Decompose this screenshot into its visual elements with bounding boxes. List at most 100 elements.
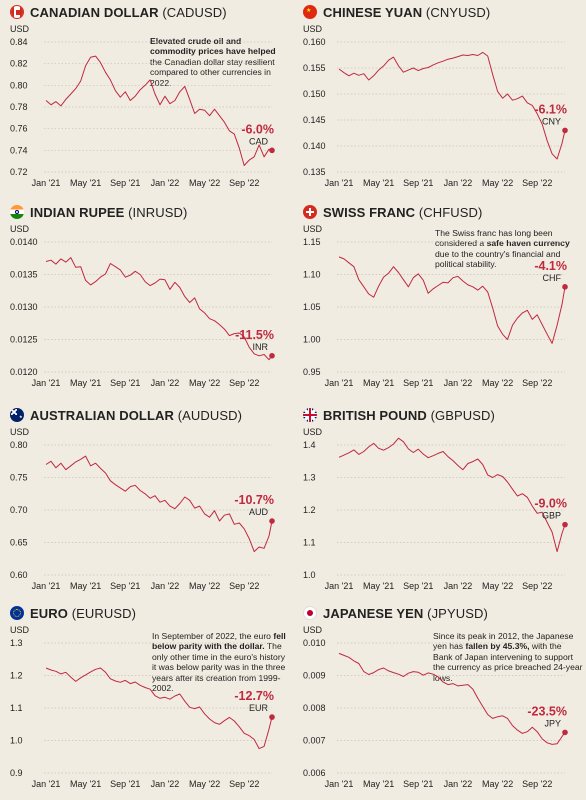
jpy-header: JAPANESE YEN (JPYUSD) [303, 603, 488, 623]
cad-ytick-label: 0.82 [10, 59, 28, 69]
aud-xtick-label: Jan '21 [32, 581, 61, 591]
china-flag-icon: ★ [303, 5, 317, 19]
jpy-series-line [338, 652, 566, 745]
cad-end-point [269, 147, 275, 154]
cny-xtick-label: Sep '21 [403, 178, 433, 188]
aud-ytick-label: 0.75 [10, 473, 28, 483]
cad-xtick-label: Jan '22 [151, 178, 180, 188]
gbp-xtick-label: May '21 [363, 581, 394, 591]
inr-xtick-label: Sep '22 [229, 378, 259, 388]
jpy-ytick-label: 0.008 [303, 703, 326, 713]
jpy-xtick-label: Jan '21 [325, 779, 354, 789]
inr-change-label: -11.5% [235, 328, 274, 342]
jpy-xtick-label: Sep '21 [403, 779, 433, 789]
eur-xtick-label: Sep '22 [229, 779, 259, 789]
aud-ticker: (AUDUSD) [177, 407, 243, 423]
aud-panel: ★ AUSTRALIAN DOLLAR (AUDUSD) USD 0.80 0.75… [10, 405, 293, 601]
australia-flag-icon: ★ [10, 408, 24, 422]
cad-ytick-label: 0.80 [10, 80, 28, 90]
cad-change-label: -6.0% [241, 122, 274, 136]
gbp-code-label: GBP [542, 511, 561, 521]
aud-chart: USD 0.80 0.75 0.70 0.65 0.60 Jan '21 May '21 Sep… [10, 427, 275, 591]
aud-code-label: AUD [249, 507, 269, 517]
chf-title: SWISS FRANC (CHFUSD) [323, 205, 482, 220]
inr-ytick-label: 0.0120 [10, 367, 38, 377]
gbp-ticker: (GBPUSD) [430, 407, 495, 423]
gbp-xtick-label: Sep '22 [522, 581, 552, 591]
cny-ylabel: USD [303, 24, 323, 34]
aud-ylabel: USD [10, 427, 30, 437]
gbp-chart: USD 1.4 1.3 1.2 1.1 1.0 Jan '21 May '21 Sep '21 J… [303, 427, 568, 591]
jpy-xtick-label: May '22 [482, 779, 513, 789]
eur-panel: EURO (EURUSD) In September of 2022, the … [10, 603, 293, 799]
jpy-annotation-text-1: fallen by 45.3%, [465, 641, 530, 652]
inr-xtick-label: May '21 [70, 378, 101, 388]
chf-ytick-label: 1.00 [303, 335, 321, 345]
aud-ytick-label: 0.65 [10, 538, 28, 548]
cny-panel: ★ CHINESE YUAN (CNYUSD) USD 0.160 0.155 0.1… [303, 2, 586, 198]
cad-header: CANADIAN DOLLAR (CADUSD) [10, 2, 227, 22]
chf-xtick-label: Sep '21 [403, 378, 433, 388]
jpy-title: JAPANESE YEN (JPYUSD) [323, 606, 488, 621]
cny-ytick-label: 0.140 [303, 141, 326, 151]
cad-ytick-label: 0.74 [10, 145, 28, 155]
jpy-xtick-label: Jan '22 [444, 779, 473, 789]
eur-ytick-label: 0.9 [10, 768, 23, 778]
cny-xtick-label: May '22 [482, 178, 513, 188]
chf-ytick-label: 1.10 [303, 270, 321, 280]
chf-end-point [562, 284, 568, 290]
cad-ticker: (CADUSD) [162, 4, 227, 20]
gbp-title-text: BRITISH POUND [323, 407, 427, 423]
eur-xtick-label: May '21 [70, 779, 101, 789]
cny-header: ★ CHINESE YUAN (CNYUSD) [303, 2, 490, 22]
chf-title-text: SWISS FRANC [323, 204, 416, 220]
cad-annotation-text-1: the Canadian dollar stay resilient compa… [150, 56, 275, 88]
eur-series-line [45, 667, 273, 750]
inr-ytick-label: 0.0130 [10, 302, 38, 312]
eur-code-label: EUR [249, 703, 269, 713]
gbp-xtick-label: May '22 [482, 581, 513, 591]
gbp-xtick-label: Sep '21 [403, 581, 433, 591]
gbp-end-point [562, 521, 568, 528]
inr-series-line [45, 257, 273, 361]
chf-xtick-label: Jan '22 [444, 378, 473, 388]
aud-title-text: AUSTRALIAN DOLLAR [30, 407, 174, 423]
eur-xtick-label: Jan '22 [151, 779, 180, 789]
cad-code-label: CAD [249, 136, 269, 146]
inr-xtick-label: May '22 [189, 378, 220, 388]
gbp-ytick-label: 1.3 [303, 473, 316, 483]
aud-xtick-label: Sep '22 [229, 581, 259, 591]
chf-xtick-label: May '22 [482, 378, 513, 388]
eur-header: EURO (EURUSD) [10, 603, 136, 623]
jpy-annotation-text-0: Since its peak in 2012, the Japanese yen… [433, 631, 574, 652]
gbp-ytick-label: 1.0 [303, 570, 316, 580]
eur-end-point [269, 714, 275, 720]
eur-ytick-label: 1.0 [10, 736, 23, 746]
cny-xtick-label: Sep '22 [522, 178, 552, 188]
inr-ylabel: USD [10, 224, 30, 234]
inr-ytick-label: 0.0140 [10, 237, 38, 247]
inr-end-point [269, 352, 275, 359]
inr-panel: INDIAN RUPEE (INRUSD) USD 0.0140 0.0135 0.0… [10, 202, 293, 398]
jpy-ytick-label: 0.006 [303, 768, 326, 778]
inr-ytick-label: 0.0125 [10, 335, 38, 345]
chf-xtick-label: May '21 [363, 378, 394, 388]
cny-xtick-label: Jan '21 [325, 178, 354, 188]
uk-flag-icon [303, 408, 317, 422]
aud-series-line [45, 455, 273, 553]
aud-xtick-label: Jan '22 [151, 581, 180, 591]
gbp-header: BRITISH POUND (GBPUSD) [303, 405, 495, 425]
cad-ytick-label: 0.78 [10, 102, 28, 112]
chf-change-label: -4.1% [534, 259, 567, 273]
chf-ytick-label: 1.05 [303, 302, 321, 312]
gbp-change-label: -9.0% [534, 497, 567, 511]
cad-xtick-label: Sep '22 [229, 178, 259, 188]
inr-xtick-label: Sep '21 [110, 378, 140, 388]
cad-ytick-label: 0.72 [10, 167, 28, 177]
cad-title-text: CANADIAN DOLLAR [30, 4, 159, 20]
eur-xtick-label: Jan '21 [32, 779, 61, 789]
eur-ticker: (EURUSD) [71, 605, 137, 621]
cny-title: CHINESE YUAN (CNYUSD) [323, 5, 490, 20]
chf-annotation-text-1: safe haven currency [486, 238, 570, 249]
